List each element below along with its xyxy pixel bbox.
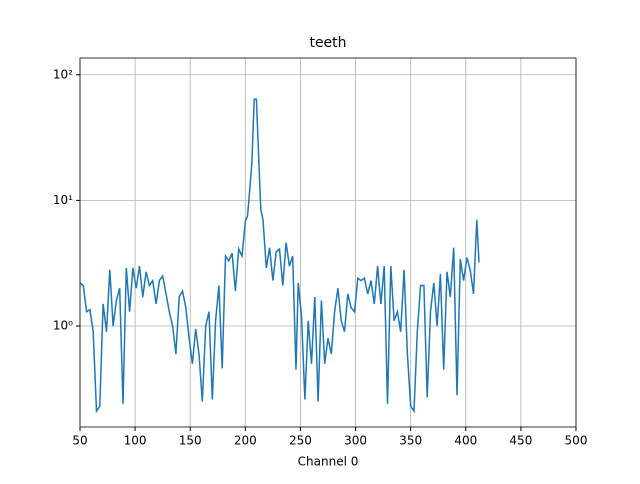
x-tick-label: 300 — [344, 434, 367, 448]
chart-title: teeth — [309, 35, 346, 51]
y-tick-label: 10⁰ — [53, 318, 73, 332]
y-tick-label: 10² — [53, 67, 73, 81]
x-tick-label: 150 — [179, 434, 202, 448]
x-tick-label: 350 — [399, 434, 422, 448]
x-tick-label: 250 — [289, 434, 312, 448]
x-tick-label: 450 — [509, 434, 532, 448]
x-tick-label: 200 — [234, 434, 257, 448]
x-tick-label: 400 — [454, 434, 477, 448]
x-tick-label: 100 — [124, 434, 147, 448]
x-tick-label: 500 — [565, 434, 588, 448]
y-tick-label: 10¹ — [53, 193, 73, 207]
x-tick-label: 50 — [72, 434, 87, 448]
plot-frame — [79, 57, 577, 428]
x-axis-label: Channel 0 — [298, 455, 359, 469]
data-line — [79, 98, 480, 414]
